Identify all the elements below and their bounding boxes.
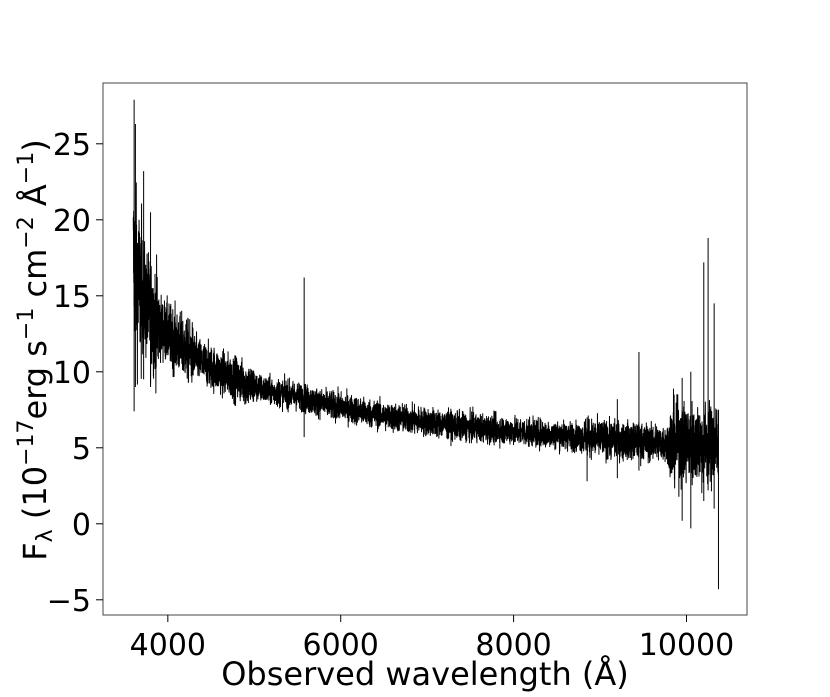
y-label-exp1: −17	[14, 419, 39, 465]
y-tick-label: 20	[53, 204, 91, 239]
y-tick-label: 25	[53, 128, 91, 163]
x-axis: 4000 6000 8000 10000	[130, 615, 734, 663]
y-label-ang: Å	[16, 184, 54, 216]
plot-frame	[102, 82, 748, 616]
y-tick-label: 5	[72, 432, 91, 467]
x-tick-label: 4000	[130, 628, 206, 663]
spectrum-line	[132, 182, 719, 497]
spectrum-layer	[132, 99, 719, 590]
y-tick-label: 15	[53, 280, 91, 315]
x-tick-label: 8000	[475, 628, 551, 663]
y-label-erg: erg s	[16, 340, 54, 419]
y-label-exp3: −2	[14, 216, 39, 248]
y-label-close: )	[16, 139, 54, 151]
y-label-exp2: −1	[14, 308, 39, 340]
y-axis-label: Fλ (10−17erg s−1 cm−2 Å−1)	[14, 139, 58, 560]
y-label-exp4: −1	[14, 152, 39, 184]
y-tick-label: −5	[47, 584, 91, 619]
y-axis: −5 0 5 10 15 20 25	[47, 128, 103, 619]
x-tick-label: 6000	[303, 628, 379, 663]
y-tick-label: 0	[72, 508, 91, 543]
y-tick-label: 10	[53, 356, 91, 391]
y-label-open: (10	[16, 466, 54, 529]
y-label-flux: F	[16, 542, 54, 560]
y-label-flux-sub: λ	[33, 529, 58, 542]
y-label-cm: cm	[16, 249, 54, 308]
x-axis-label: Observed wavelength (Å)	[221, 655, 629, 692]
x-tick-label: 10000	[639, 628, 734, 663]
